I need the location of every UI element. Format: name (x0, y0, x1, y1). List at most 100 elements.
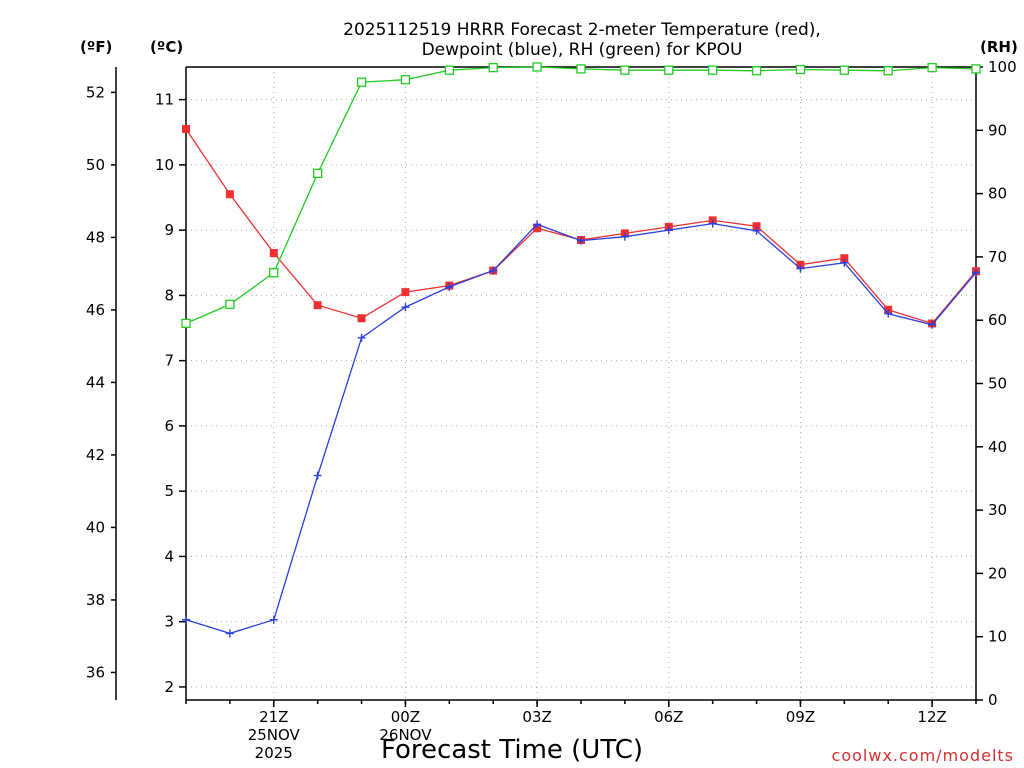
grid-lines (186, 67, 976, 700)
temperature-series (182, 124, 980, 328)
rh-point-31 (708, 65, 718, 75)
rh-axis-label: (RH) (980, 38, 1018, 56)
temperature-point-32 (752, 222, 761, 231)
rh-point-24 (400, 75, 411, 85)
rh-point-26 (488, 62, 498, 73)
celsius-tick-label-6: 6 (164, 417, 174, 435)
rh-tick-label-40: 40 (988, 438, 1007, 456)
temperature-point-34 (840, 254, 849, 263)
rh-point-22 (313, 168, 323, 178)
fahrenheit-tick-label-36: 36 (86, 663, 105, 681)
rh-tick-label-100: 100 (988, 58, 1017, 76)
dewpoint-point-34 (840, 258, 849, 267)
temperature-line (185, 128, 977, 325)
chart-title-line-2: Dewpoint (blue), RH (green) for KPOU (422, 40, 743, 60)
temperature-point-20 (225, 190, 234, 199)
temperature-point-22 (313, 301, 322, 310)
temperature-point-19 (182, 124, 190, 133)
rh-point-35 (883, 66, 893, 76)
rh-tick-label-80: 80 (988, 185, 1007, 203)
celsius-tick-label-11: 11 (155, 91, 174, 109)
x-tick-label-12Z: 12Z (917, 708, 946, 726)
rh-point-33 (795, 64, 806, 75)
celsius-tick-label-5: 5 (164, 482, 174, 500)
fahrenheit-tick-label-48: 48 (86, 228, 105, 246)
x-tick-label-21Z: 21Z (259, 708, 288, 726)
rh-tick-label-70: 70 (988, 248, 1007, 266)
dewpoint-point-25 (445, 282, 454, 291)
dewpoint-point-28 (577, 236, 585, 245)
dewpoint-point-24 (401, 303, 410, 312)
dewpoint-point-27 (533, 220, 542, 229)
celsius-axis-label: (ºC) (150, 38, 183, 56)
dewpoint-point-26 (489, 266, 498, 275)
rh-point-25 (444, 65, 454, 75)
rh-point-20 (225, 299, 235, 310)
fahrenheit-tick-label-44: 44 (86, 373, 105, 391)
dewpoint-point-20 (225, 629, 234, 638)
rh-point-27 (532, 62, 542, 72)
dewpoint-point-37 (972, 268, 980, 277)
x-tick-year-21Z: 2025 (255, 744, 293, 762)
rh-tick-label-30: 30 (988, 501, 1007, 519)
celsius-tick-label-3: 3 (164, 613, 174, 631)
rh-tick-label-10: 10 (988, 628, 1007, 646)
fahrenheit-tick-label-46: 46 (86, 301, 105, 319)
dewpoint-point-21 (269, 615, 278, 624)
dewpoint-point-19 (182, 615, 190, 624)
fahrenheit-axis-label: (ºF) (80, 38, 112, 56)
fahrenheit-tick-label-42: 42 (86, 446, 105, 464)
dewpoint-point-36 (928, 320, 937, 329)
fahrenheit-tick-label-50: 50 (86, 156, 105, 174)
dewpoint-point-30 (664, 226, 673, 235)
dewpoint-point-33 (796, 264, 805, 273)
celsius-tick-label-4: 4 (164, 547, 174, 565)
rh-point-34 (839, 65, 849, 75)
credit-text[interactable]: coolwx.com/modelts (832, 746, 1014, 765)
fahrenheit-tick-label-52: 52 (86, 83, 105, 101)
data-series (181, 62, 981, 638)
celsius-tick-label-8: 8 (164, 286, 174, 304)
celsius-tick-label-10: 10 (155, 156, 174, 174)
celsius-tick-label-2: 2 (164, 678, 174, 696)
fahrenheit-tick-label-40: 40 (86, 518, 105, 536)
x-tick-label-03Z: 03Z (522, 708, 551, 726)
x-tick-label-06Z: 06Z (654, 708, 683, 726)
temperature-point-21 (269, 248, 278, 257)
temperature-point-23 (357, 314, 366, 323)
rh-point-30 (664, 65, 674, 75)
dewpoint-point-23 (357, 333, 366, 342)
dewpoint-point-32 (752, 226, 761, 235)
rh-line (185, 66, 977, 324)
celsius-tick-label-9: 9 (164, 221, 174, 239)
rh-point-32 (751, 66, 762, 76)
rh-point-28 (576, 64, 586, 74)
rh-tick-label-20: 20 (988, 564, 1007, 582)
dewpoint-point-22 (313, 471, 322, 480)
rh-tick-label-0: 0 (988, 691, 998, 709)
x-tick-date-00Z: 26NOV (379, 726, 432, 744)
rh-tick-label-50: 50 (988, 375, 1007, 393)
chart-title-line-1: 2025112519 HRRR Forecast 2-meter Tempera… (343, 20, 821, 40)
fahrenheit-tick-label-38: 38 (86, 591, 105, 609)
rh-tick-label-90: 90 (988, 121, 1007, 139)
dewpoint-point-31 (708, 219, 717, 228)
rh-tick-label-60: 60 (988, 311, 1007, 329)
rh-point-37 (971, 64, 981, 74)
x-tick-label-09Z: 09Z (786, 708, 815, 726)
rh-point-29 (620, 65, 630, 75)
rh-series (181, 62, 981, 329)
x-axis-title: Forecast Time (UTC) (381, 735, 643, 765)
dewpoint-series (182, 219, 980, 638)
dewpoint-point-29 (620, 232, 629, 241)
rh-point-23 (356, 77, 367, 87)
celsius-tick-label-7: 7 (164, 352, 174, 370)
dewpoint-line (185, 222, 977, 635)
temperature-point-24 (401, 288, 410, 297)
x-tick-label-00Z: 00Z (391, 708, 420, 726)
dewpoint-point-35 (884, 309, 893, 318)
rh-point-36 (927, 62, 937, 73)
rh-point-19 (181, 318, 191, 329)
